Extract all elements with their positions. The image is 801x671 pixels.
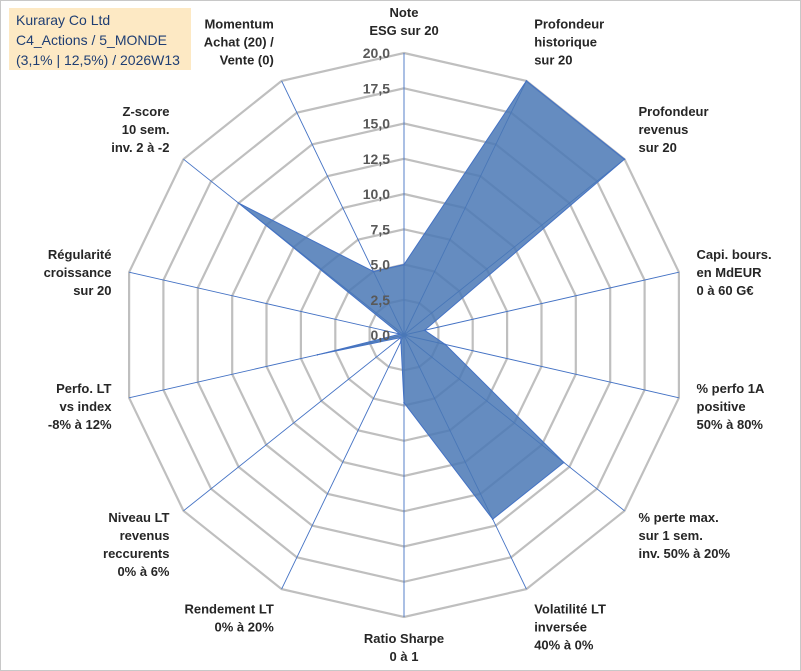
data-point <box>400 340 402 343</box>
category-label: Capi. bours. en MdEUR 0 à 60 G€ <box>697 247 772 298</box>
category-label-layer: Note ESG sur 20 Profondeur historique sur 20… <box>44 5 772 664</box>
series-layer <box>237 80 626 520</box>
radial-tick-label: 12,5 <box>363 151 390 167</box>
company-name: Kuraray Co Ltd <box>16 12 111 28</box>
category-label: Profondeur historique sur 20 <box>534 17 604 68</box>
axis-spoke <box>281 334 405 590</box>
data-point <box>399 336 402 339</box>
data-point <box>403 401 405 404</box>
category-label: Profondeur revenus sur 20 <box>639 104 709 155</box>
data-point <box>316 354 319 356</box>
category-label: Z-score 10 sem. inv. 2 à -2 <box>111 104 169 155</box>
axis-spoke <box>403 334 680 399</box>
radial-tick-label: 17,5 <box>363 80 390 96</box>
radial-tick-label: 15,0 <box>363 116 390 132</box>
title-box: Kuraray Co Ltd C4_Actions / 5_MONDE (3,1… <box>9 8 191 70</box>
data-point <box>444 343 447 346</box>
data-point <box>525 80 528 82</box>
category-label: Volatilité LT inversée 40% à 0% <box>534 601 606 652</box>
radial-tick-label: 5,0 <box>371 257 391 273</box>
radial-tick-label: 0,0 <box>371 327 391 343</box>
category-label: Rendement LT 0% à 20% <box>184 601 274 634</box>
data-point <box>563 461 565 464</box>
radial-tick-label: 7,5 <box>371 221 391 237</box>
axis-spoke <box>403 271 680 336</box>
category-label: Niveau LT revenus reccurents 0% à 6% <box>103 510 170 579</box>
portfolio-name: C4_Actions / 5_MONDE <box>16 32 167 48</box>
category-label: Régularité croissance sur 20 <box>44 247 112 298</box>
tick-layer: 0,0 2,5 5,0 7,5 10,0 12,5 15,0 17,5 20,0 <box>363 45 390 343</box>
data-point <box>399 333 401 335</box>
category-label: Momentum Achat (20) / Vente (0) <box>204 17 274 68</box>
category-label: Ratio Sharpe 0 à 1 <box>364 631 444 664</box>
radial-tick-label: 10,0 <box>363 186 390 202</box>
data-point <box>491 518 494 520</box>
category-label: Perfo. LT vs index -8% à 12% <box>48 381 112 432</box>
stats-week: (3,1% | 12,5%) / 2026W13 <box>16 52 180 68</box>
category-label: Note ESG sur 20 <box>369 5 438 38</box>
series-area <box>238 80 626 520</box>
data-point <box>623 158 626 160</box>
category-label: % perte max. sur 1 sem. inv. 50% à 20% <box>639 510 731 561</box>
data-point <box>237 202 240 204</box>
data-point <box>403 263 405 266</box>
axis-spoke <box>183 334 405 512</box>
axis-spoke <box>128 271 405 336</box>
data-point <box>423 329 426 332</box>
radial-tick-label: 2,5 <box>371 292 391 308</box>
data-point <box>372 270 375 273</box>
category-label: % perfo 1A positive 50% à 80% <box>697 381 766 432</box>
radial-tick-label: 20,0 <box>363 45 390 61</box>
